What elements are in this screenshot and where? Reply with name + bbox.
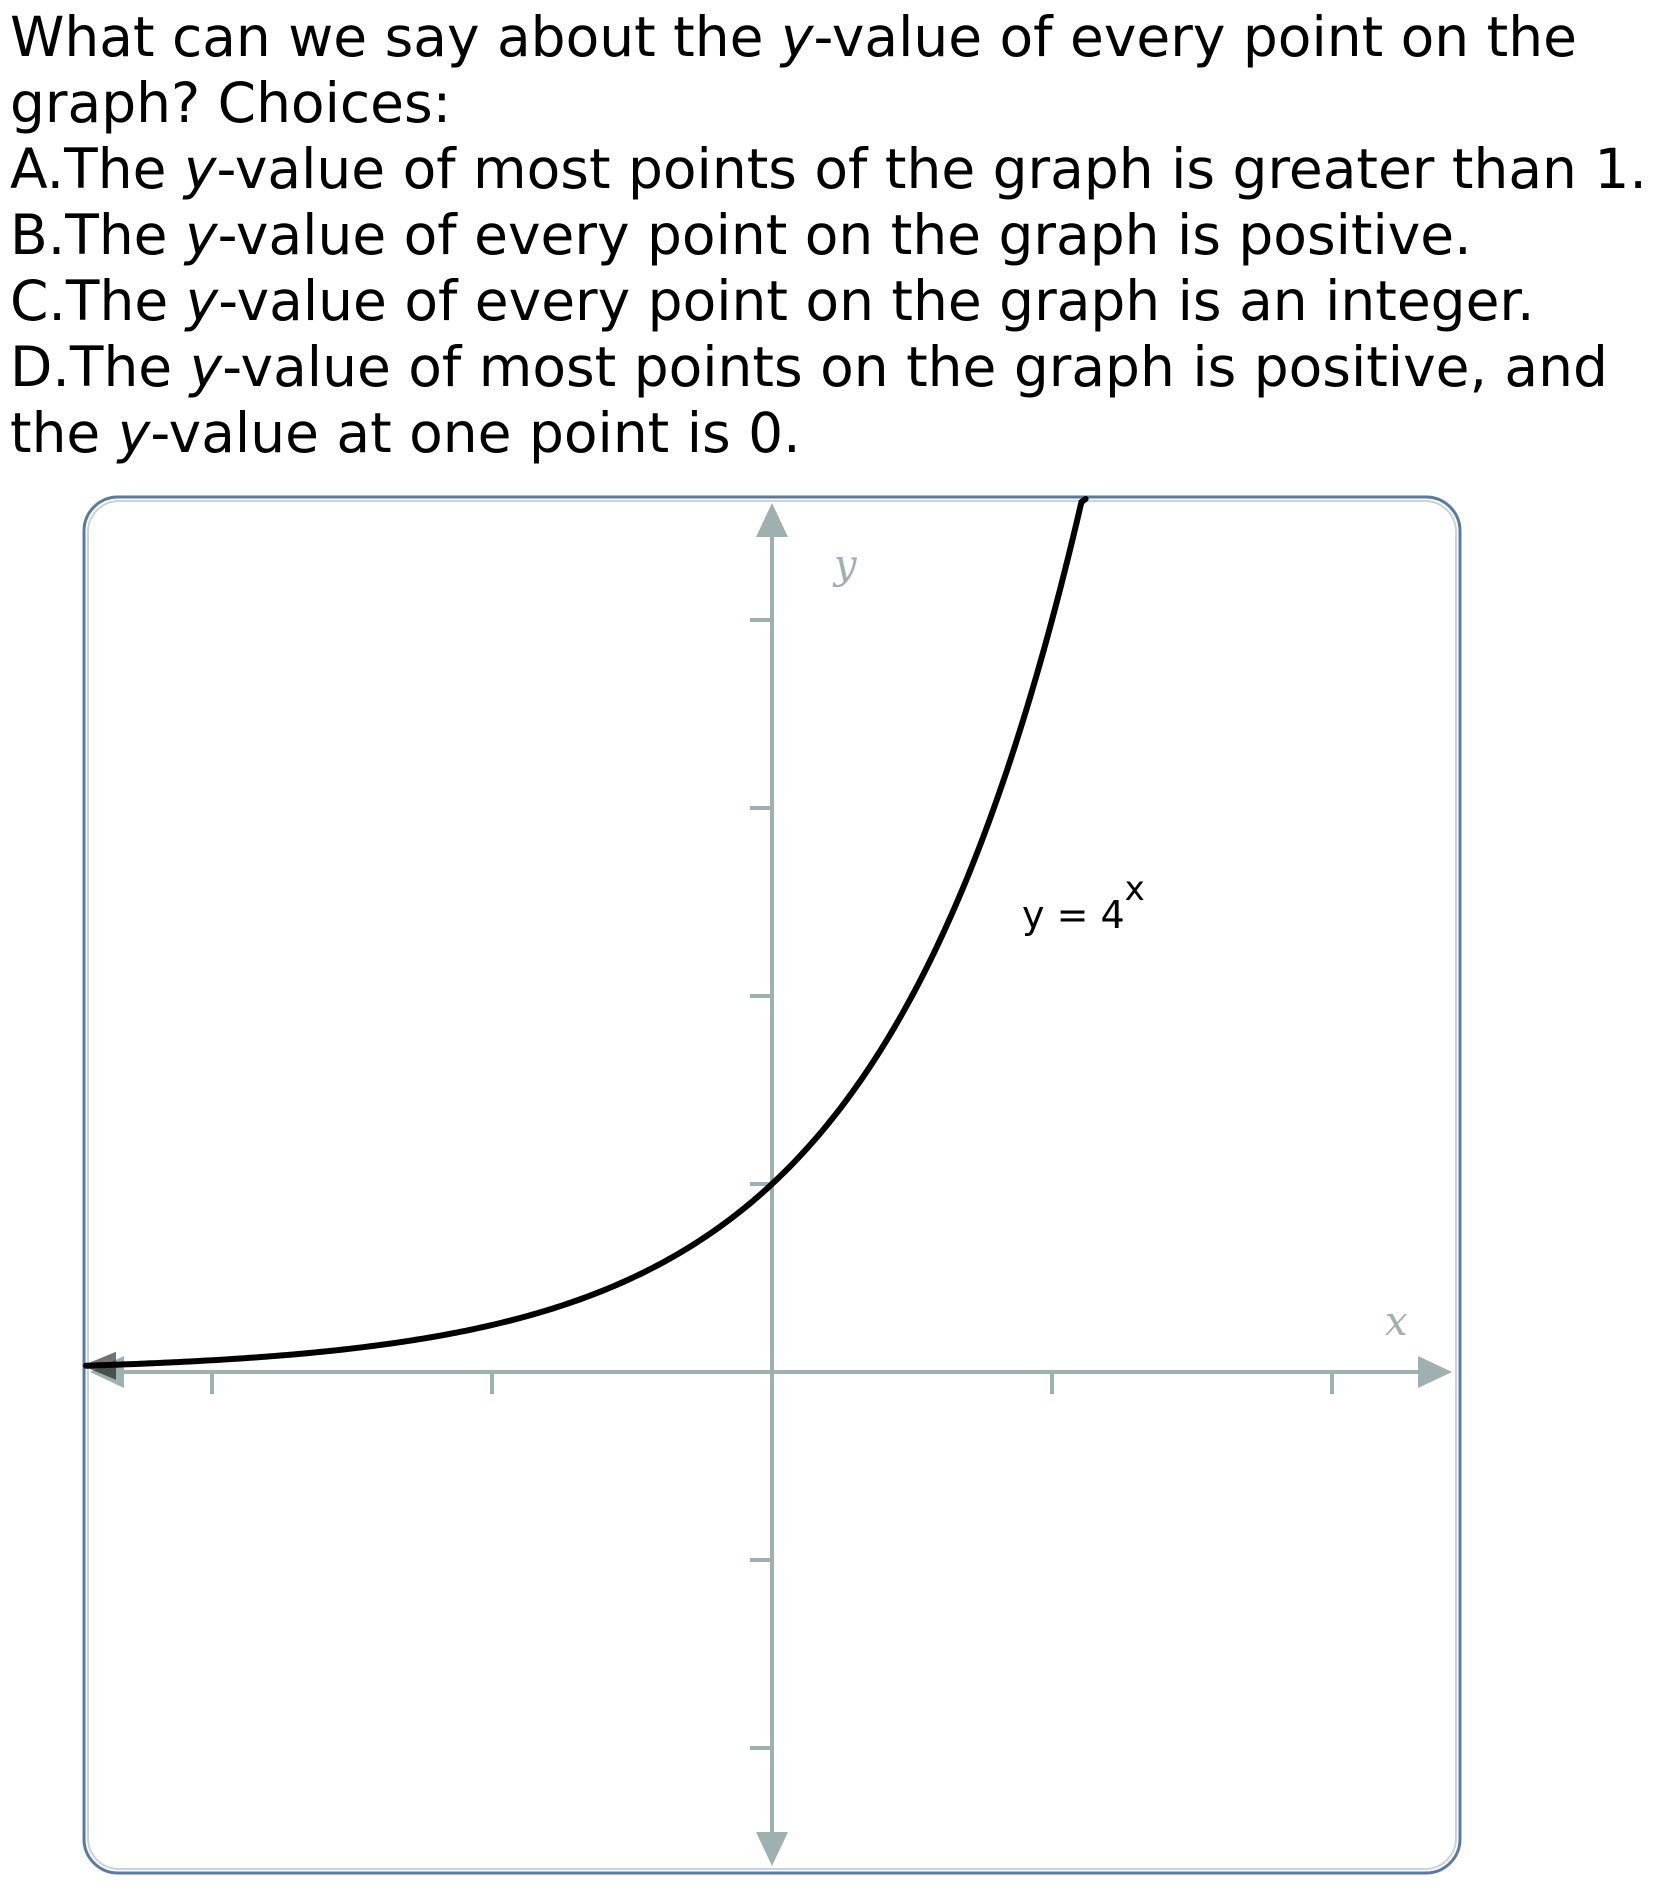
choice-b-text: -value of every point on the graph is po… [217,203,1472,267]
choice-c-variable: y [185,269,219,333]
question-stem-line-2: graph? Choices: [10,71,452,135]
graph-frame [82,495,1462,1875]
graph-frame-inner [87,500,1457,1870]
curve-label-exponent: x [1125,869,1145,909]
question-stem-line-1: What can we say about the y-value of eve… [10,4,1660,70]
x-axis-arrow-right [1418,1356,1452,1388]
choice-a-text: -value of most points of the graph is gr… [216,137,1647,201]
choice-d-line2-text: -value at one point is 0. [150,401,801,465]
stem-text-1: What can we say about the [10,5,781,69]
choice-c[interactable]: C.The y-value of every point on the grap… [10,268,1660,334]
choice-b-letter: B. [10,203,66,267]
choice-d-variable: y [189,335,223,399]
x-axis-arrow-left [90,1356,124,1388]
choice-a-letter: A. [10,137,65,201]
choice-d-line-2[interactable]: the y-value at one point is 0. [10,400,1660,466]
choice-b[interactable]: B.The y-value of every point on the grap… [10,202,1660,268]
choice-d[interactable]: D.The y-value of most points on the grap… [10,334,1660,400]
stem-variable: y [780,5,814,69]
choice-b-variable: y [185,203,218,267]
choice-a-variable: y [183,137,217,201]
x-axis-label: x [1385,1299,1408,1345]
choice-d-text: -value of most points on the graph is po… [222,335,1608,399]
choice-c-pre: The [65,269,186,333]
choice-d-letter: D. [10,335,70,399]
choice-d-pre: The [69,335,190,399]
choice-a[interactable]: A.The y-value of most points of the grap… [10,136,1660,202]
choice-d-line2-variable: y [117,401,151,465]
stem-text-2: -value of every point on the [813,5,1577,69]
choice-c-text: -value of every point on the graph is an… [218,269,1535,333]
choice-b-pre: The [65,203,185,267]
ticks [210,618,1334,1750]
y-axis-arrow-up [756,503,788,537]
choice-d-line2-pre: the [10,401,118,465]
choice-c-letter: C. [10,269,66,333]
axes [82,503,1452,1866]
choice-a-pre: The [64,137,184,201]
curve-label-base: y = 4 [1022,893,1125,937]
y-axis-arrow-down [756,1832,788,1866]
curve-arrow-left [82,1351,116,1380]
question-text: What can we say about the y-value of eve… [10,4,1660,466]
curve-y-4-to-x [83,496,1089,1369]
curve-label: y = 4x [1022,869,1145,937]
y-axis-label: y [832,542,858,588]
